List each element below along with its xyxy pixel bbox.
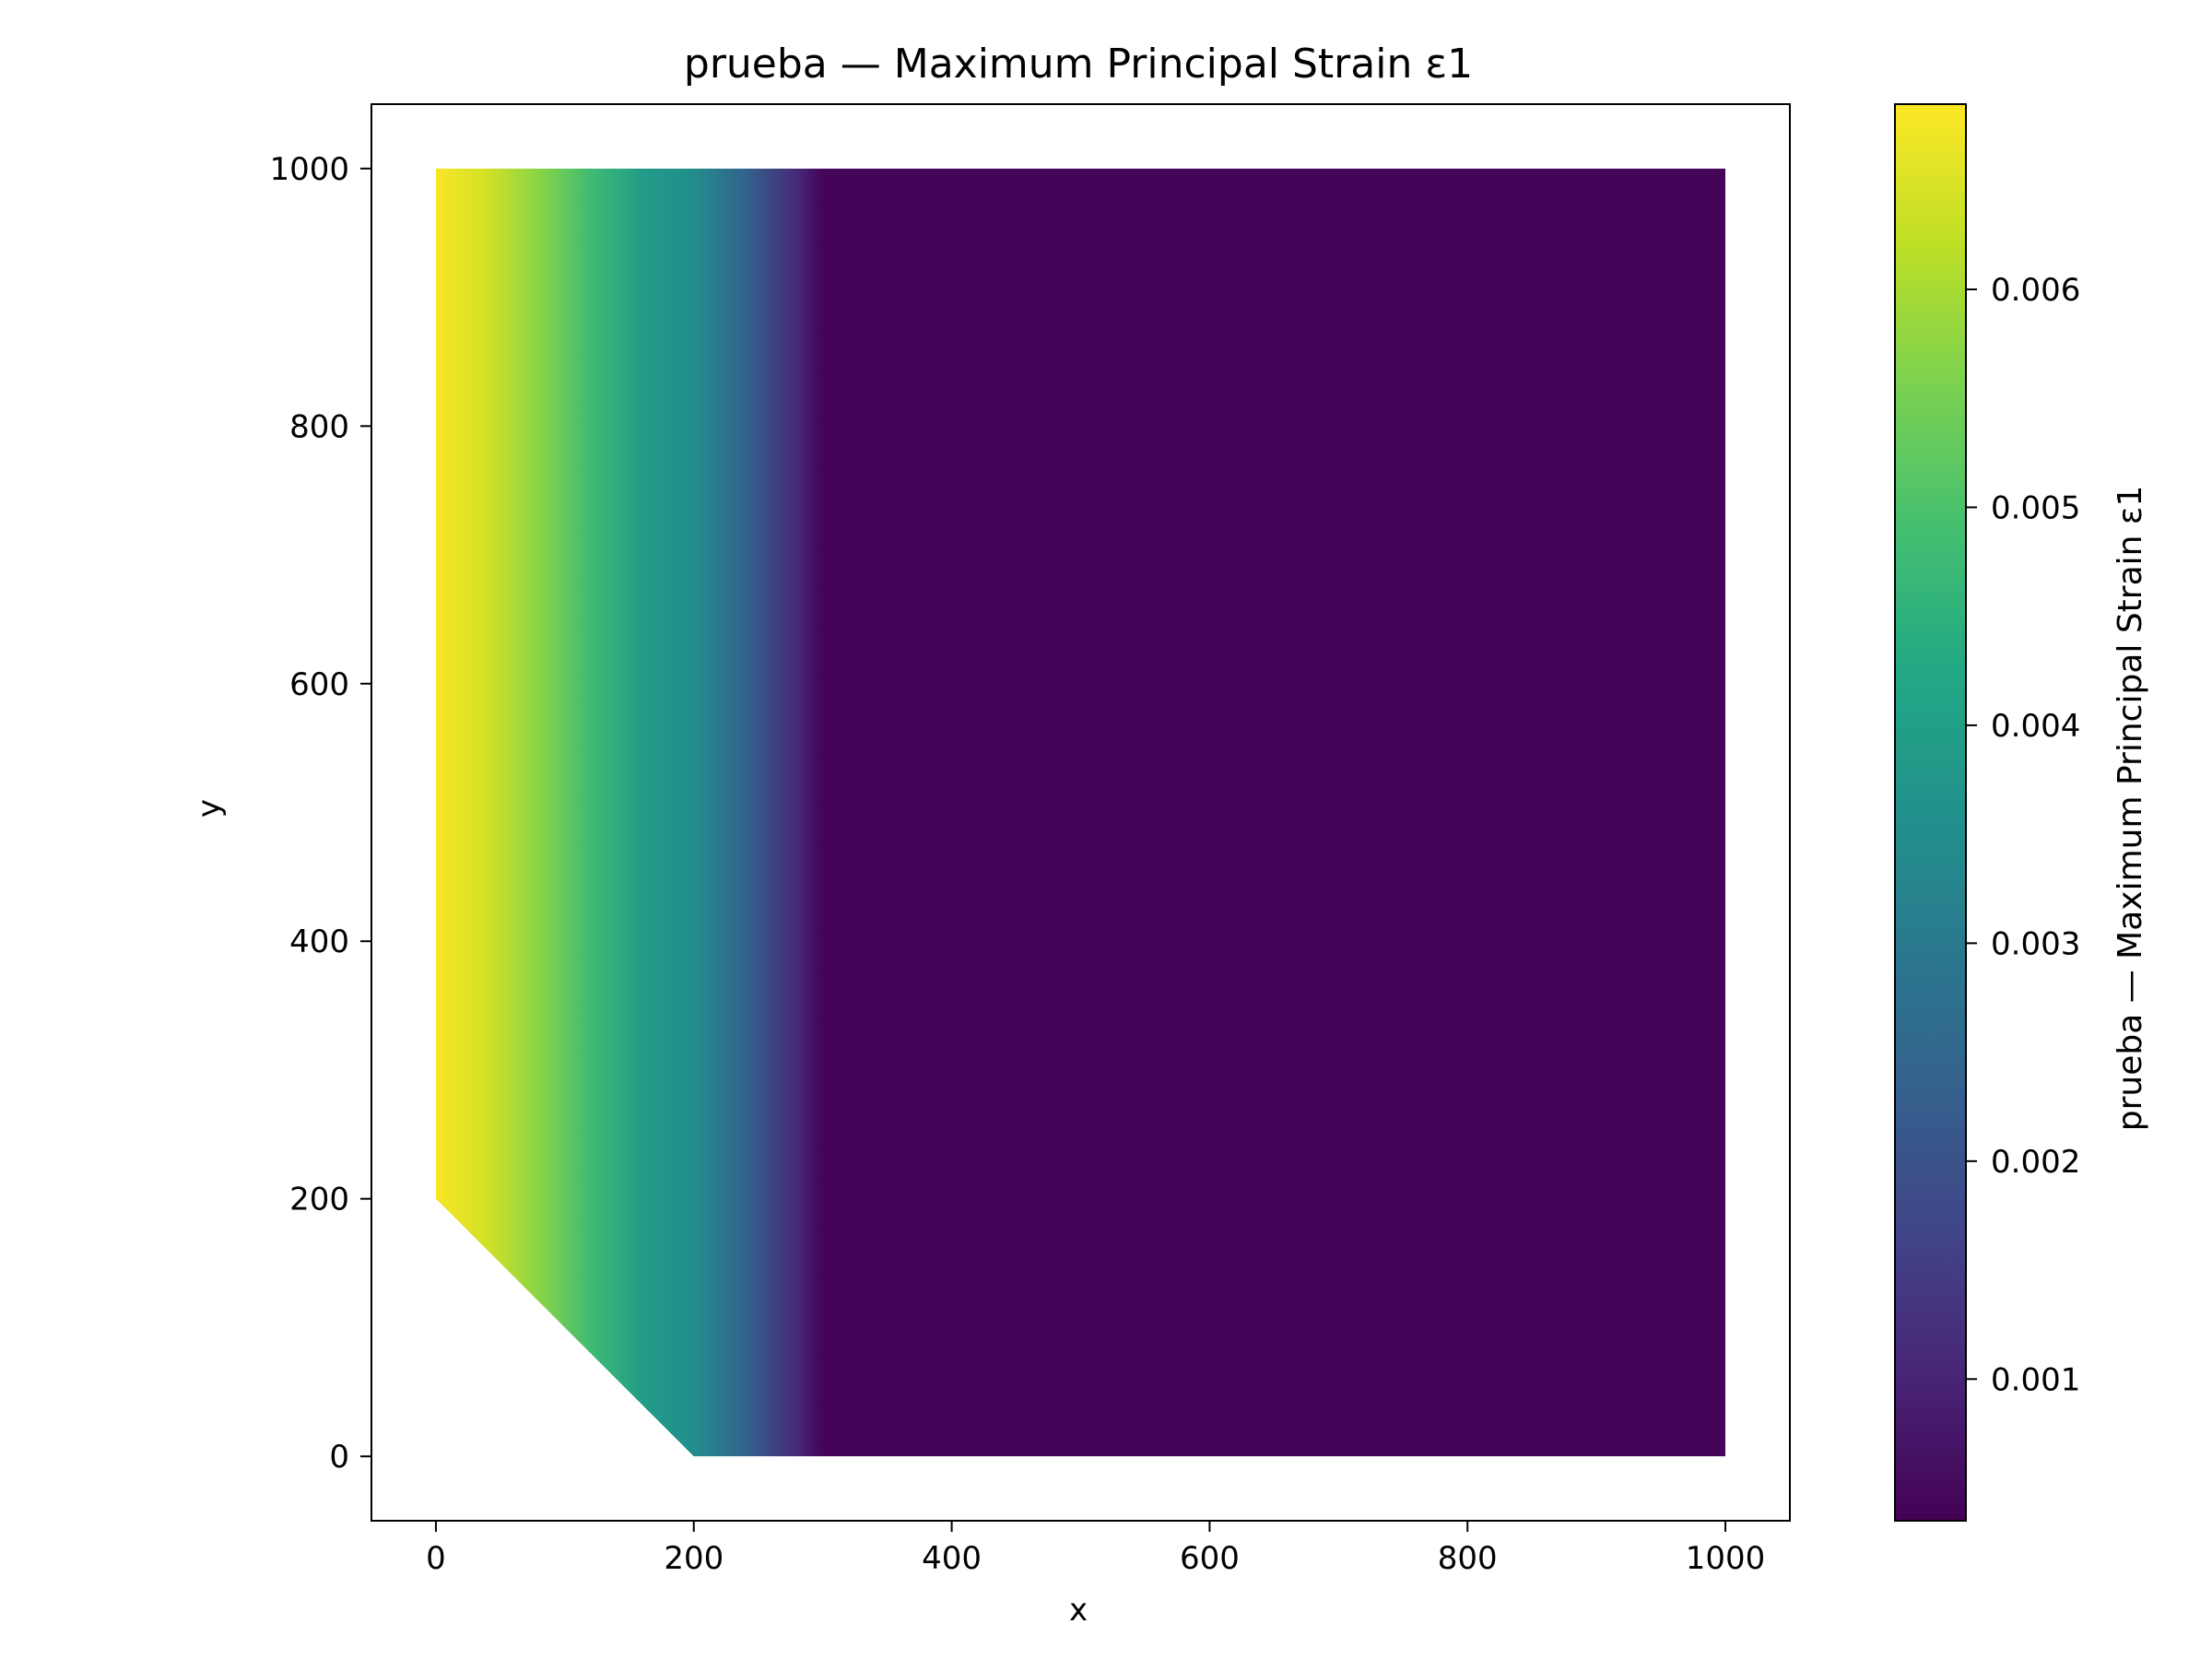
- y-axis-label: y: [191, 799, 228, 818]
- colorbar-tick-label: 0.004: [1991, 708, 2080, 745]
- y-axis-ticks: 0 200 400 600 800 1000: [269, 151, 371, 1476]
- y-tick-label: 200: [289, 1182, 349, 1218]
- plot-area: 0 200 400 600 800 1000 0 200 400 600 800 1000: [269, 103, 1791, 1577]
- x-tick-label: 400: [922, 1540, 982, 1577]
- x-axis-label: x: [1069, 1592, 1088, 1629]
- x-tick-label: 0: [426, 1540, 446, 1577]
- chart-title: prueba — Maximum Principal Strain ε1: [684, 41, 1473, 88]
- axes-frame: [371, 103, 1791, 1522]
- colorbar-label: prueba — Maximum Principal Strain ε1: [2112, 486, 2149, 1132]
- y-tick-label: 400: [289, 924, 349, 960]
- y-tick-label: 1000: [269, 151, 349, 188]
- x-tick-label: 200: [664, 1540, 724, 1577]
- colorbar-tick-label: 0.001: [1991, 1361, 2080, 1398]
- x-axis-ticks: 0 200 400 600 800 1000: [426, 1521, 1765, 1577]
- x-tick-label: 800: [1438, 1540, 1498, 1577]
- y-tick-label: 800: [289, 408, 349, 445]
- x-tick-label: 600: [1180, 1540, 1240, 1577]
- strain-field: [435, 168, 1726, 1457]
- colorbar-tick-label: 0.006: [1991, 272, 2080, 309]
- colorbar-scale: [1894, 103, 1967, 1522]
- x-tick-label: 1000: [1686, 1540, 1766, 1577]
- y-tick-label: 600: [289, 666, 349, 703]
- colorbar-tick-label: 0.005: [1991, 489, 2080, 526]
- colorbar-ticks: 0.001 0.002 0.003 0.004 0.005 0.006: [1966, 272, 2080, 1398]
- colorbar-tick-label: 0.003: [1991, 925, 2080, 962]
- colorbar-tick-label: 0.002: [1991, 1144, 2080, 1181]
- y-tick-label: 0: [329, 1439, 349, 1476]
- colorbar: 0.001 0.002 0.003 0.004 0.005 0.006 prueba — …: [1894, 103, 2149, 1522]
